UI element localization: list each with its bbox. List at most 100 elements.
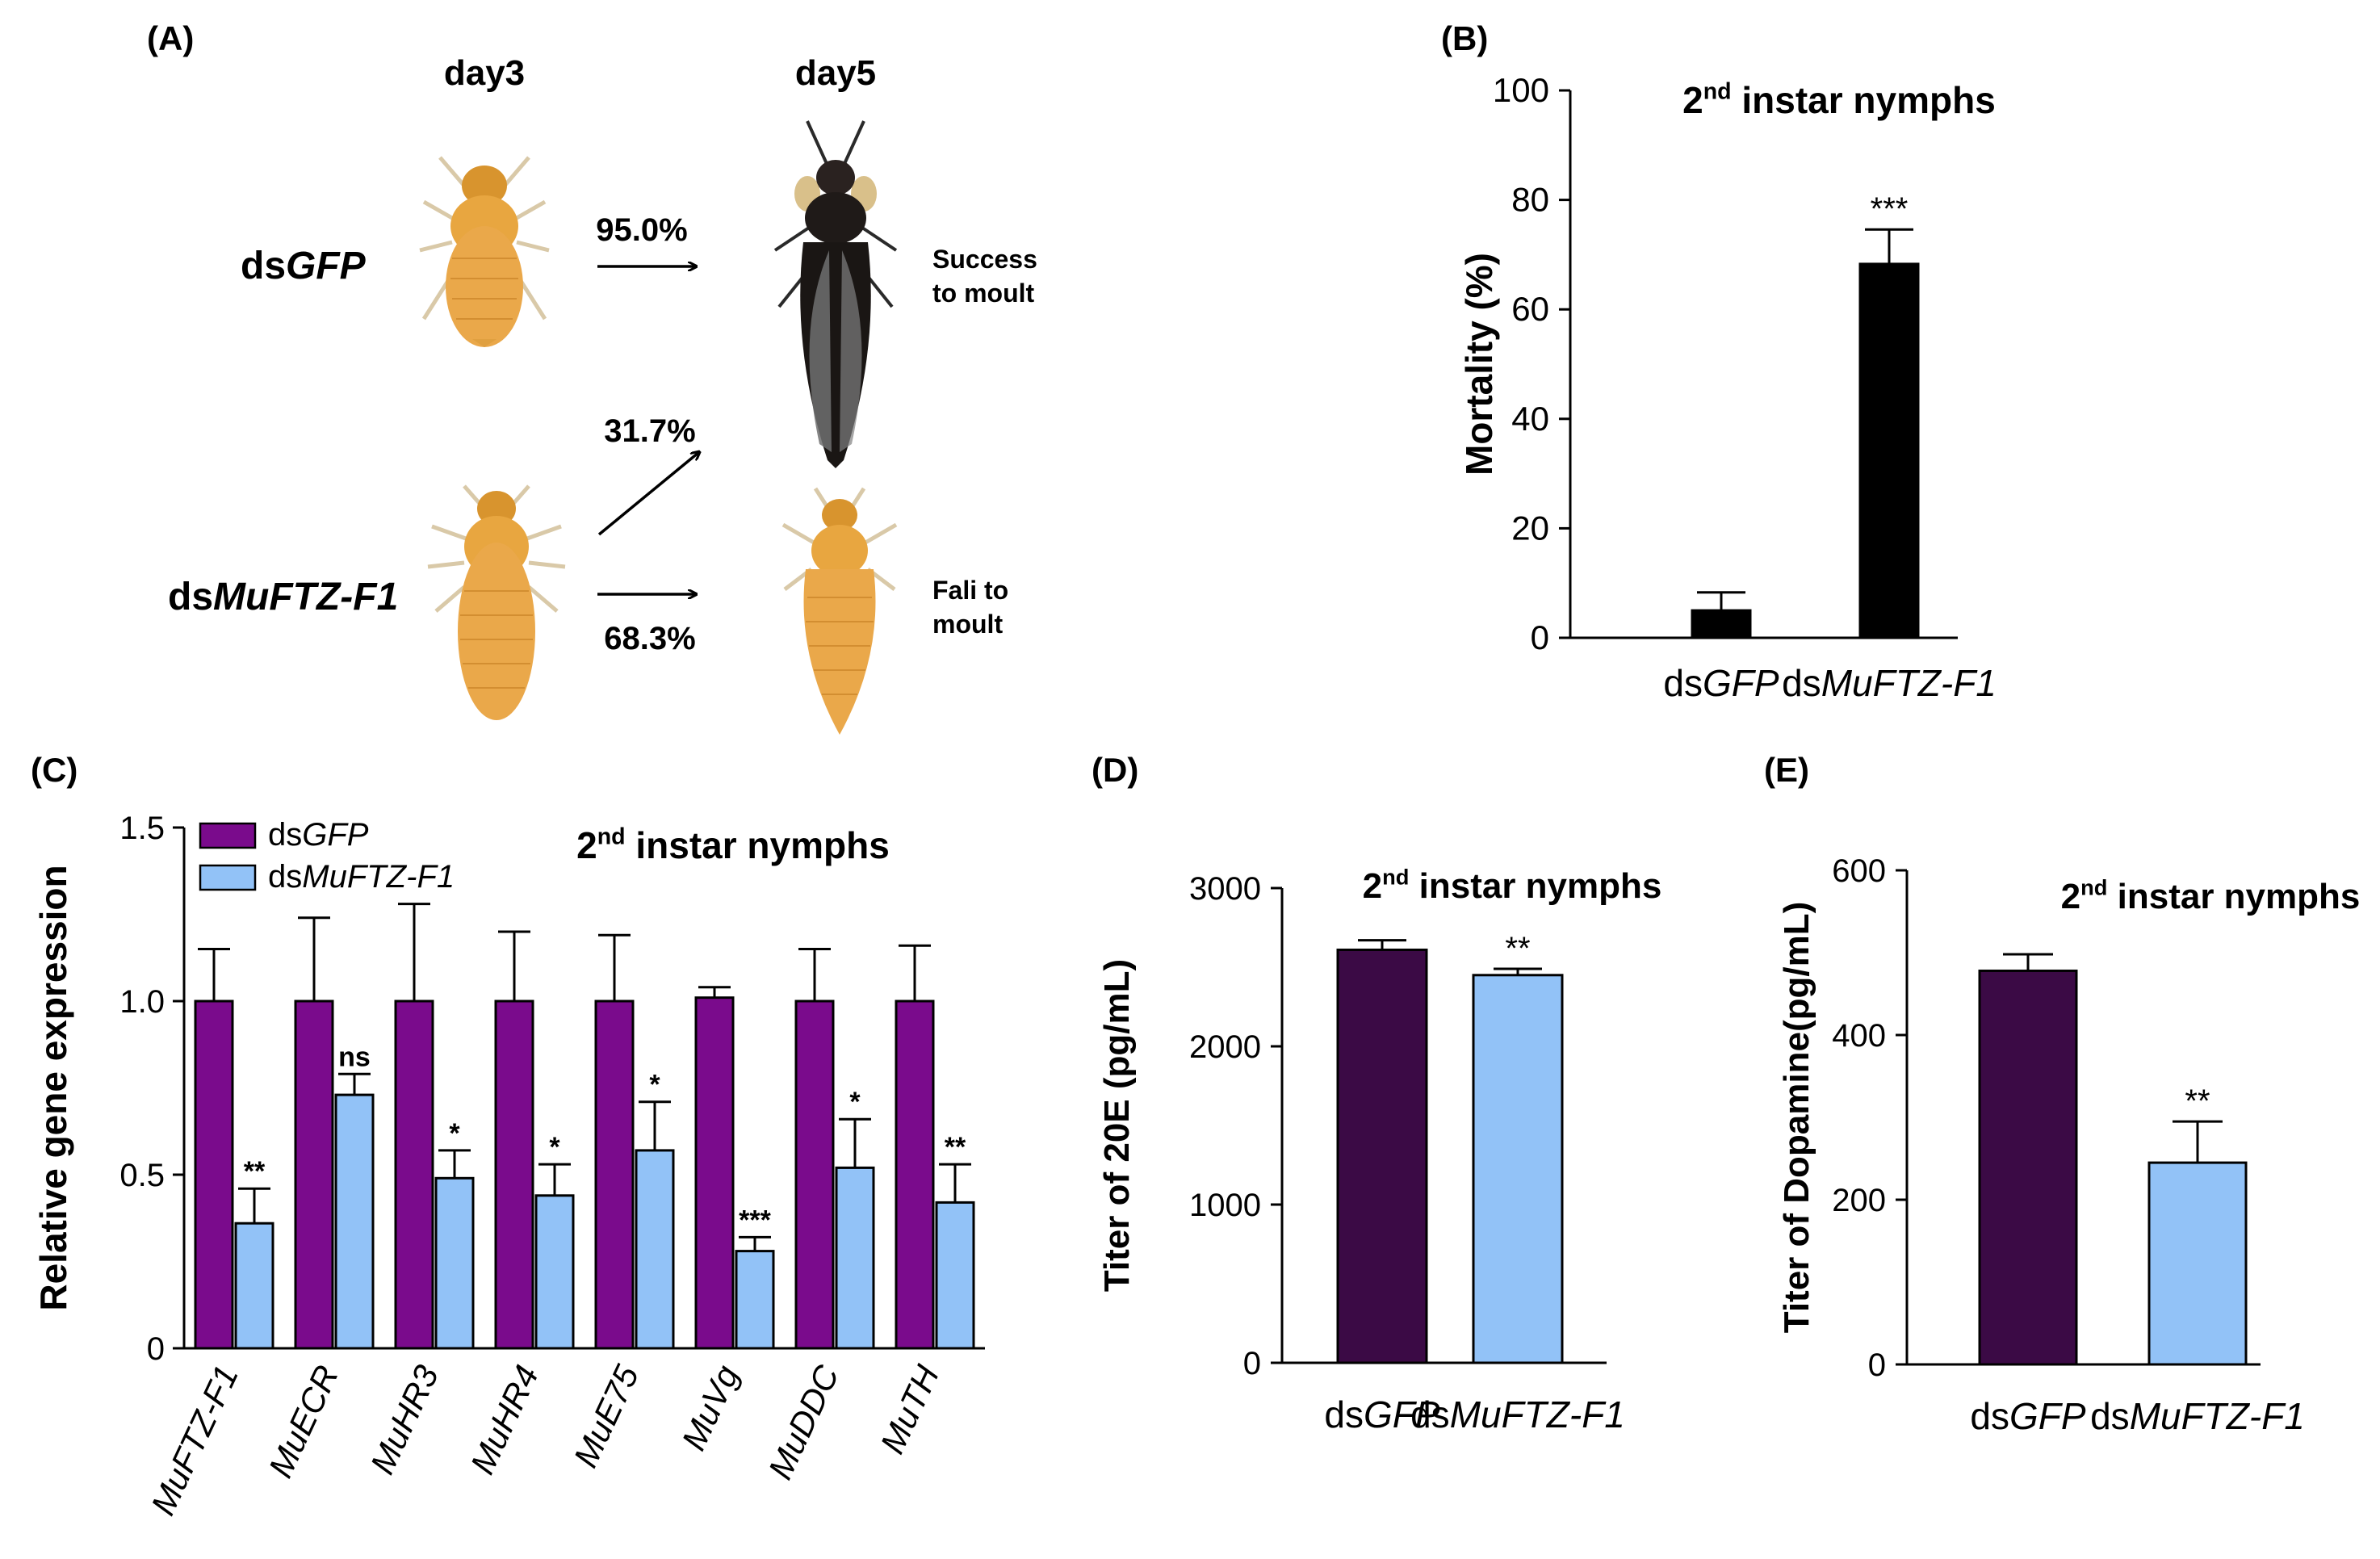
x-category-label-name: GFP [2009, 1395, 2086, 1437]
legend-label: dsMuFTZ-F1 [268, 859, 455, 895]
chart-title: 2nd instar nymphs [1682, 79, 1996, 121]
bar-dsgfp [694, 996, 735, 1350]
y-tick-label: 400 [1832, 1018, 1886, 1054]
chart-title-num: 2 [1363, 866, 1382, 906]
significance-label: ** [2185, 1083, 2210, 1119]
x-category-label-prefix: ds [2090, 1395, 2130, 1437]
y-tick-label: 0 [1243, 1346, 1261, 1381]
x-category-label: dsMuFTZ-F1 [1410, 1393, 1625, 1435]
chart-title-rest: instar nymphs [2107, 877, 2360, 916]
panel-b-label: (B) [1441, 19, 1488, 57]
chart-title-sup: nd [2080, 874, 2107, 899]
bar [1858, 262, 1920, 639]
bar-dsmuftz [835, 1166, 875, 1350]
y-tick-label: 20 [1511, 509, 1549, 547]
bar-dsmuftz [334, 1093, 375, 1350]
arrow-muftz-up [597, 452, 699, 536]
legend-label-prefix: ds [268, 859, 302, 895]
chart-title-num: 2 [576, 824, 597, 866]
y-axis-label: Titer of Dopamine(pg/mL) [1777, 902, 1816, 1334]
bar [1336, 948, 1428, 1364]
y-tick-label: 40 [1511, 400, 1549, 438]
x-category-label-name: GFP [1703, 662, 1779, 704]
panel-c-label: (C) [31, 751, 78, 789]
x-category-label-name: MuFTZ-F1 [1450, 1393, 1625, 1435]
chart-title-rest: instar nymphs [626, 824, 890, 866]
legend-label: dsGFP [268, 817, 369, 853]
bar [1691, 609, 1752, 639]
chart-e-dopamine-titer: 0 200 400 600 Titer of Dopamine(pg/mL) dsGFP *… [1777, 853, 2360, 1437]
x-category-label: MuFTZ-F1 [144, 1360, 245, 1521]
y-axis-label: Mortality (%) [1458, 253, 1500, 476]
x-category-label: MuHR4 [463, 1360, 546, 1480]
y-tick-label: 2000 [1189, 1029, 1261, 1065]
chart-title-num: 2 [1682, 79, 1703, 121]
bar-dsmuftz [735, 1250, 775, 1350]
nymph-day5-dsmuftz-image [781, 487, 898, 735]
significance-label: ** [244, 1156, 266, 1187]
x-category-label: MuHR3 [362, 1360, 446, 1480]
x-category-label: MuTH [873, 1359, 946, 1459]
y-tick-label: 60 [1511, 290, 1549, 328]
bar-dsmuftz [534, 1194, 575, 1350]
bar-dsgfp [194, 1000, 234, 1350]
significance-label: * [449, 1118, 460, 1149]
chart-title-rest: instar nymphs [1409, 866, 1661, 906]
legend-label-name: MuFTZ-F1 [302, 859, 455, 895]
panel-a-label: (A) [147, 19, 194, 57]
pct-success-gfp: 95.0% [596, 212, 687, 248]
chart-title-sup: nd [597, 824, 626, 850]
bar-dsmuftz [434, 1176, 475, 1350]
outcome-fail-line1: Fali to [932, 576, 1008, 605]
x-category-label: MuVg [674, 1360, 746, 1456]
y-tick-label: 1000 [1189, 1188, 1261, 1223]
legend-swatch [199, 864, 257, 891]
bar [1472, 974, 1564, 1364]
x-category-label: dsMuFTZ-F1 [2090, 1395, 2305, 1437]
outcome-success-line2: to moult [932, 279, 1035, 308]
x-category-label-prefix: ds [1782, 662, 1821, 704]
y-tick-label: 0 [1868, 1347, 1886, 1383]
y-axis-label: Titer of 20E (pg/mL) [1097, 959, 1137, 1292]
significance-label: * [649, 1070, 660, 1100]
y-tick-label: 200 [1832, 1183, 1886, 1218]
bar-dsmuftz [935, 1201, 975, 1350]
bar-dsgfp [294, 1000, 334, 1350]
bar-dsmuftz [234, 1222, 274, 1350]
significance-label: ns [338, 1041, 371, 1072]
y-tick-label: 600 [1832, 853, 1886, 889]
y-axis-label: Relative gene expression [32, 865, 74, 1310]
y-tick-label: 1.0 [119, 984, 165, 1020]
x-category-label: MuE75 [566, 1359, 646, 1473]
panel-e-label: (E) [1764, 751, 1809, 789]
panel-a: (A) day3 day5 dsGFP dsMuFTZ-F1 95.0% 31.… [147, 19, 1037, 735]
significance-label: *** [1871, 191, 1909, 227]
outcome-success-line1: Success [932, 245, 1037, 274]
x-category-label-name: MuFTZ-F1 [2130, 1395, 2305, 1437]
y-tick-label: 0 [1531, 618, 1549, 656]
chart-title: 2nd instar nymphs [2061, 874, 2361, 916]
x-category-label-prefix: ds [1410, 1393, 1450, 1435]
bar-dsgfp [394, 1000, 434, 1350]
bar [2147, 1161, 2248, 1366]
chart-title-num: 2 [2061, 877, 2080, 916]
adult-day5-dsgfp-image [773, 120, 898, 468]
day5-label: day5 [795, 53, 876, 93]
significance-label: * [549, 1132, 560, 1163]
chart-d-20e-titer: 0 1000 2000 3000 Titer of 20E (pg/mL) dsGFP **… [1097, 864, 1661, 1435]
x-category-label-prefix: ds [1663, 662, 1703, 704]
bar-dsgfp [594, 1000, 635, 1350]
y-tick-label: 0.5 [119, 1158, 165, 1193]
x-category-label: MuECR [261, 1360, 346, 1483]
bar [1978, 969, 2078, 1366]
legend-swatch [199, 822, 257, 849]
significance-label: *** [739, 1205, 771, 1235]
significance-label: ** [945, 1132, 966, 1163]
y-tick-label: 80 [1511, 181, 1549, 219]
y-tick-label: 3000 [1189, 871, 1261, 907]
chart-title-rest: instar nymphs [1732, 79, 1996, 121]
bar-dsgfp [794, 1000, 835, 1350]
y-tick-label: 0 [147, 1331, 165, 1367]
nymph-day3-dsgfp-image [419, 156, 550, 347]
